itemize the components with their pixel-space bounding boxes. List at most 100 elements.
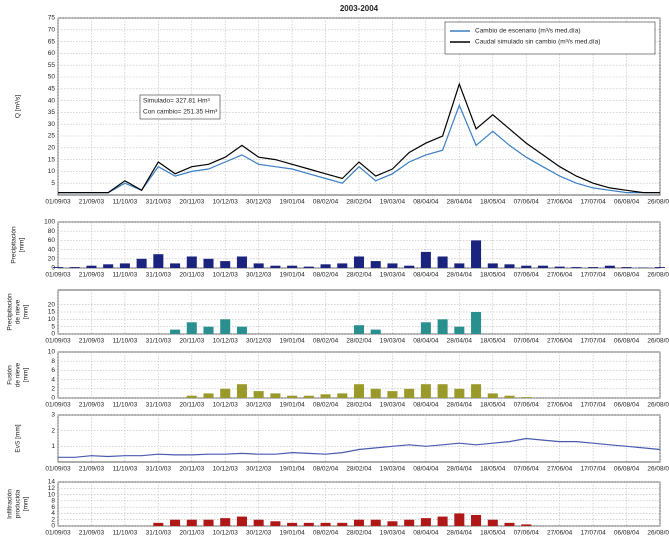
bar bbox=[521, 397, 532, 398]
bar bbox=[103, 264, 114, 268]
bar bbox=[220, 261, 231, 268]
bar bbox=[270, 265, 281, 268]
bar bbox=[471, 240, 482, 268]
bar bbox=[504, 522, 515, 526]
x-tick-label: 11/10/03 bbox=[112, 466, 137, 473]
x-tick-label: 20/11/03 bbox=[179, 530, 204, 537]
bar bbox=[437, 384, 448, 398]
y-axis-label: Q [m³/s] bbox=[15, 95, 22, 118]
bar bbox=[654, 267, 666, 268]
legend-label: Caudal simulado sin cambio (m³/s med.día… bbox=[475, 39, 600, 46]
bar bbox=[186, 256, 197, 268]
bar bbox=[471, 312, 482, 334]
x-tick-label: 27/06/04 bbox=[547, 530, 573, 537]
y-tick-label: 50 bbox=[48, 74, 56, 81]
x-tick-label: 20/11/03 bbox=[179, 199, 204, 206]
y-tick-label: 2 bbox=[51, 386, 55, 393]
bar bbox=[487, 393, 498, 398]
x-tick-label: 26/08/04 bbox=[647, 199, 669, 206]
x-tick-label: 21/09/03 bbox=[79, 530, 105, 537]
y-tick-label: 80 bbox=[48, 228, 56, 235]
y-tick-label: 20 bbox=[48, 256, 56, 263]
x-tick-label: 08/04/04 bbox=[413, 272, 439, 279]
x-tick-label: 19/01/04 bbox=[279, 272, 305, 279]
line bbox=[58, 103, 660, 194]
x-tick-label: 28/02/04 bbox=[346, 530, 372, 537]
x-tick-label: 10/12/03 bbox=[213, 466, 239, 473]
y-axis-label: [mm] bbox=[19, 238, 26, 253]
x-tick-label: 19/01/04 bbox=[279, 530, 305, 537]
bar bbox=[454, 513, 465, 526]
bar bbox=[52, 267, 64, 268]
x-tick-label: 28/04/04 bbox=[447, 338, 473, 345]
x-tick-label: 31/10/03 bbox=[146, 199, 172, 206]
y-tick-label: 10 bbox=[48, 316, 56, 323]
x-tick-label: 18/05/04 bbox=[480, 466, 506, 473]
x-tick-label: 10/12/03 bbox=[213, 530, 239, 537]
annotation: Simulado= 327.81 Hm³ bbox=[143, 98, 210, 105]
bar bbox=[487, 263, 498, 268]
y-tick-label: 12 bbox=[48, 485, 56, 492]
x-tick-label: 31/10/03 bbox=[146, 338, 172, 345]
x-tick-label: 18/05/04 bbox=[480, 199, 506, 206]
legend-label: Cambio de escenario (m³/s med.día) bbox=[475, 28, 581, 35]
x-tick-label: 08/02/04 bbox=[313, 338, 339, 345]
x-tick-label: 08/02/04 bbox=[313, 530, 339, 537]
y-tick-label: 3 bbox=[51, 412, 55, 419]
y-tick-label: 100 bbox=[44, 219, 55, 226]
y-tick-label: 15 bbox=[48, 309, 56, 316]
y-tick-label: 14 bbox=[48, 479, 56, 486]
x-tick-label: 06/08/04 bbox=[614, 466, 640, 473]
bar bbox=[303, 395, 314, 398]
y-axis-label: de nieve bbox=[15, 299, 22, 324]
bar bbox=[253, 263, 264, 268]
x-tick-label: 17/07/04 bbox=[580, 466, 606, 473]
x-tick-label: 21/09/03 bbox=[79, 199, 105, 206]
bar bbox=[353, 519, 365, 526]
bar bbox=[588, 267, 599, 268]
bar bbox=[203, 258, 214, 268]
x-tick-label: 10/12/03 bbox=[213, 199, 239, 206]
y-tick-label: 10 bbox=[48, 491, 56, 498]
x-tick-label: 20/11/03 bbox=[179, 466, 204, 473]
x-tick-label: 20/11/03 bbox=[179, 272, 204, 279]
legend bbox=[444, 21, 656, 55]
x-tick-label: 08/04/04 bbox=[413, 530, 439, 537]
x-tick-label: 18/05/04 bbox=[480, 530, 506, 537]
bar bbox=[203, 326, 214, 334]
bar bbox=[504, 395, 515, 398]
bar bbox=[220, 518, 231, 526]
bar bbox=[604, 265, 615, 268]
x-tick-label: 01/09/03 bbox=[45, 530, 71, 537]
x-tick-label: 28/04/04 bbox=[447, 272, 473, 279]
bar bbox=[387, 263, 398, 268]
bar bbox=[621, 267, 632, 268]
bar bbox=[303, 266, 314, 268]
bar bbox=[353, 384, 365, 398]
x-tick-label: 28/02/04 bbox=[346, 466, 372, 473]
y-tick-label: 40 bbox=[48, 246, 56, 253]
x-tick-label: 06/08/04 bbox=[614, 272, 640, 279]
bar bbox=[454, 326, 465, 334]
y-tick-label: 35 bbox=[48, 109, 56, 116]
x-tick-label: 07/06/04 bbox=[514, 272, 540, 279]
y-axis-label: Precipitación bbox=[7, 293, 14, 331]
x-tick-label: 19/03/04 bbox=[380, 338, 406, 345]
bar bbox=[287, 522, 298, 526]
bar bbox=[220, 388, 231, 398]
bar bbox=[170, 263, 181, 268]
bar bbox=[69, 267, 80, 268]
bar bbox=[236, 256, 247, 268]
bar bbox=[437, 516, 448, 526]
bar bbox=[571, 267, 582, 268]
annotation-box bbox=[139, 94, 221, 120]
x-tick-label: 11/10/03 bbox=[112, 402, 137, 409]
bar bbox=[471, 515, 482, 526]
x-tick-label: 18/05/04 bbox=[480, 402, 506, 409]
x-tick-label: 19/01/04 bbox=[279, 338, 305, 345]
y-tick-label: 8 bbox=[51, 358, 55, 365]
x-tick-label: 06/08/04 bbox=[614, 338, 640, 345]
y-tick-label: 70 bbox=[48, 27, 56, 34]
x-tick-label: 11/10/03 bbox=[112, 530, 137, 537]
